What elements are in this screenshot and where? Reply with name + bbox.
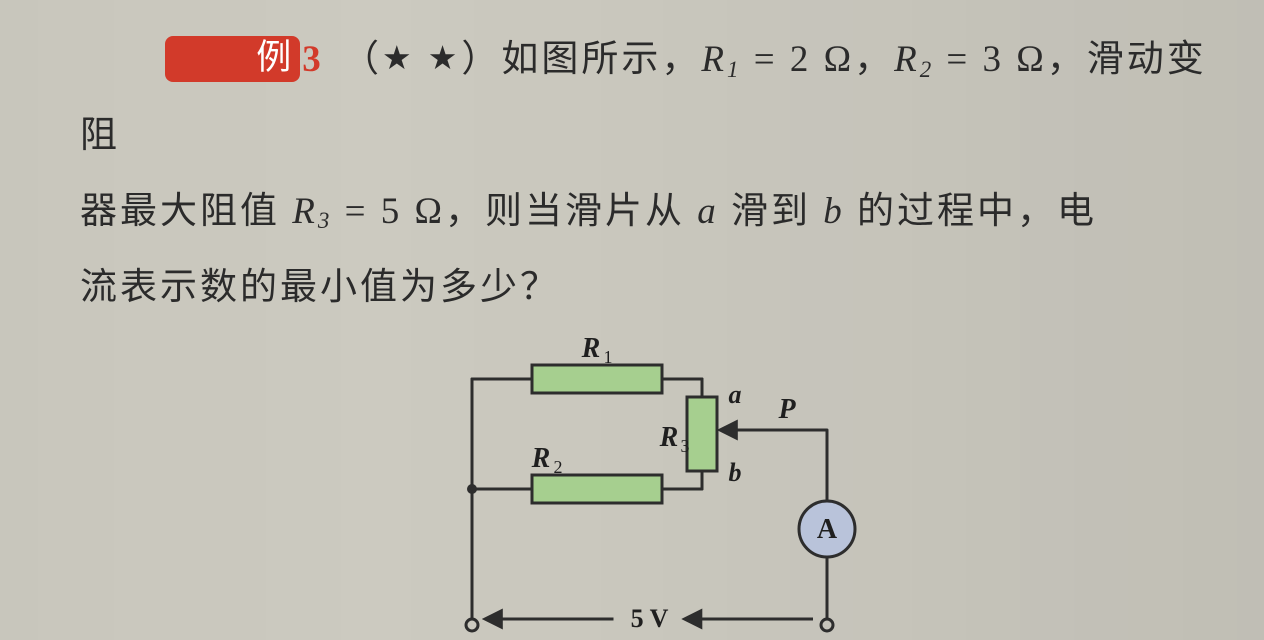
svg-text:2: 2 bbox=[554, 457, 563, 477]
text-segment: 器最大阻值 bbox=[80, 191, 292, 232]
text-segment: 流表示数的最小值为多少？ bbox=[80, 267, 560, 308]
example-badge: 例 bbox=[165, 36, 300, 82]
r3-subscript: 3 bbox=[318, 208, 332, 233]
line-3: 流表示数的最小值为多少？ bbox=[80, 250, 1214, 326]
svg-text:b: b bbox=[729, 458, 742, 487]
a-symbol: a bbox=[697, 191, 719, 232]
page: 例3 （★ ★）如图所示，R1 = 2 Ω，R2 = 3 Ω，滑动变阻 器最大阻… bbox=[0, 0, 1264, 640]
r3-value: = 5 Ω， bbox=[332, 191, 485, 232]
svg-text:R: R bbox=[581, 333, 601, 364]
circuit-svg: R1R2R3abPA5 V bbox=[387, 319, 907, 640]
r3-symbol: R bbox=[292, 191, 318, 232]
circuit-diagram: R1R2R3abPA5 V bbox=[80, 319, 1214, 640]
text-segment: 滑到 bbox=[719, 191, 824, 232]
svg-text:A: A bbox=[817, 514, 838, 545]
svg-text:R: R bbox=[531, 443, 551, 474]
text-segment: 则当滑片从 bbox=[485, 191, 697, 232]
r1-symbol: R bbox=[701, 39, 727, 80]
difficulty-stars: ★ ★ bbox=[382, 41, 461, 77]
r2-symbol: R bbox=[894, 39, 920, 80]
svg-text:5 V: 5 V bbox=[631, 604, 669, 633]
problem-text: 例3 （★ ★）如图所示，R1 = 2 Ω，R2 = 3 Ω，滑动变阻 器最大阻… bbox=[80, 22, 1214, 325]
svg-text:a: a bbox=[729, 380, 742, 409]
b-symbol: b bbox=[823, 191, 845, 232]
r2-value: = 3 Ω， bbox=[934, 39, 1087, 80]
line-2: 器最大阻值 R3 = 5 Ω，则当滑片从 a 滑到 b 的过程中，电 bbox=[80, 174, 1214, 250]
text-segment: 如图所示， bbox=[501, 39, 701, 80]
text-segment: 的过程中，电 bbox=[845, 191, 1097, 232]
svg-text:3: 3 bbox=[681, 436, 690, 456]
svg-text:R: R bbox=[659, 422, 679, 453]
svg-text:1: 1 bbox=[604, 347, 613, 367]
svg-text:P: P bbox=[777, 394, 796, 425]
r1-subscript: 1 bbox=[727, 57, 741, 82]
r1-value: = 2 Ω， bbox=[741, 39, 894, 80]
example-number: 3 bbox=[302, 39, 324, 80]
line-1: 例3 （★ ★）如图所示，R1 = 2 Ω，R2 = 3 Ω，滑动变阻 bbox=[80, 22, 1214, 174]
r2-subscript: 2 bbox=[920, 57, 934, 82]
